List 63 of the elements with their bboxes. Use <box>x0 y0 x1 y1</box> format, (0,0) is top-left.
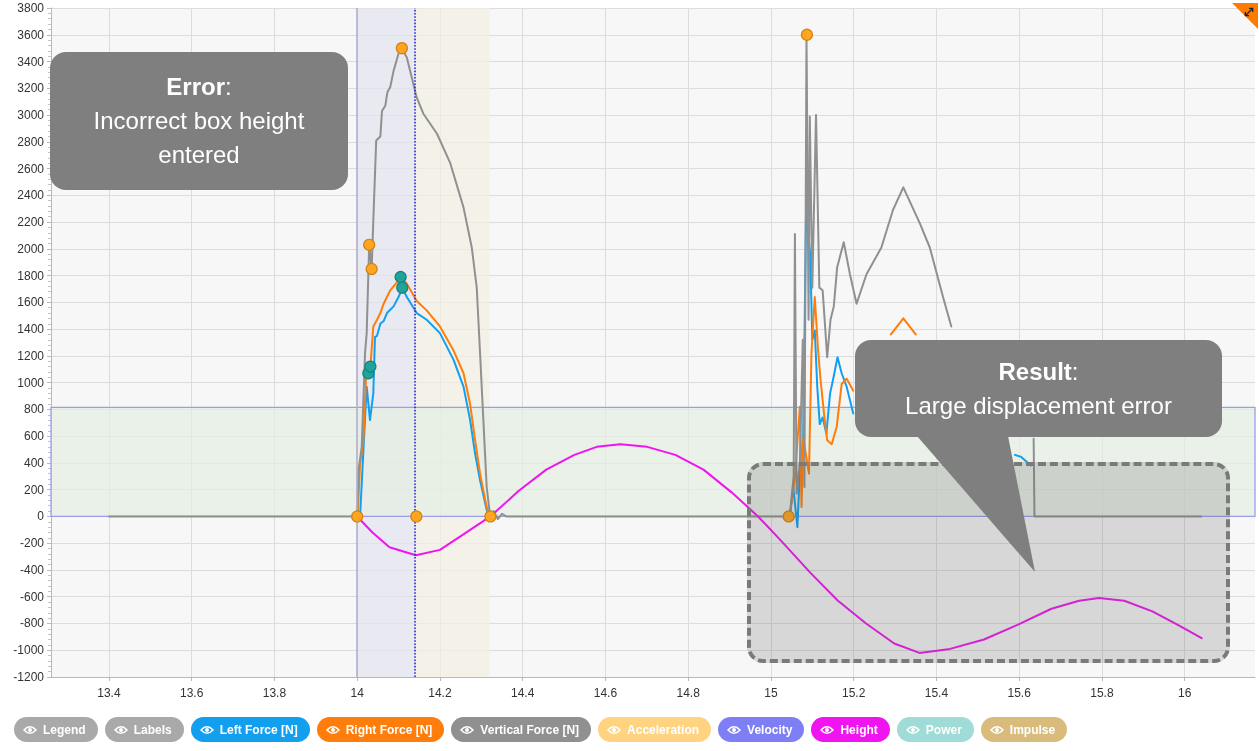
legend-label: Power <box>925 722 962 737</box>
y-tick-label: 2400 <box>17 188 45 203</box>
y-tick-label: -1200 <box>13 670 45 684</box>
y-tick-label: -200 <box>19 536 45 551</box>
x-tick-label: 15.2 <box>841 686 866 700</box>
y-tick-label: 3400 <box>17 54 45 69</box>
point <box>363 238 376 251</box>
point <box>782 510 795 523</box>
y-tick-label: 3600 <box>17 27 45 42</box>
y-tick-label: 3800 <box>17 1 45 15</box>
point <box>396 281 409 294</box>
y-tick-label: 3200 <box>17 81 45 96</box>
y-tick-label: 1600 <box>17 295 45 310</box>
text: Height <box>840 722 878 737</box>
y-tick-label: 1800 <box>17 268 45 283</box>
toggle-button: Labels <box>104 717 184 742</box>
x-tick-label: 14.8 <box>676 686 701 700</box>
y-tick-label: 2200 <box>17 215 45 230</box>
point <box>395 42 408 55</box>
point <box>484 510 497 523</box>
point <box>410 510 423 523</box>
y-tick-label: 3000 <box>17 108 45 123</box>
x-tick-label: 14.6 <box>593 686 618 700</box>
annotation: Result: Large displacement error <box>905 356 1172 421</box>
x-tick-label: 15 <box>764 686 778 700</box>
text: Left Force [N] <box>219 722 298 737</box>
y-tick-label: -800 <box>19 616 45 631</box>
x-tick-label: 15.8 <box>1090 686 1114 700</box>
y-tick-label: 2800 <box>17 134 45 149</box>
text: Right Force [N] <box>345 722 433 737</box>
point <box>800 28 814 41</box>
y-tick-label: 600 <box>23 429 45 444</box>
legend-label: Impulse <box>1009 722 1056 737</box>
x-tick-label: 14.2 <box>428 686 452 700</box>
point <box>351 510 364 523</box>
point <box>394 270 407 284</box>
x-tick-label: 14.4 <box>510 686 535 700</box>
y-tick-label: 800 <box>23 402 45 417</box>
annotation: Error: Incorrect box height entered <box>92 72 306 170</box>
x-tick-label: 15.6 <box>1007 686 1032 700</box>
point <box>365 262 378 276</box>
text: Vertical Force [N] <box>480 722 580 737</box>
y-tick-label: 0 <box>37 509 45 524</box>
point <box>364 360 377 373</box>
y-tick-label: 2600 <box>17 161 45 176</box>
legend-label: Velocity <box>747 722 793 737</box>
y-tick-label: 2000 <box>17 241 45 256</box>
y-tick-label: 400 <box>23 455 45 470</box>
y-tick-label: 1200 <box>17 348 45 363</box>
x-tick-label: 15.4 <box>924 686 949 700</box>
x-tick-label: 16 <box>1177 686 1192 700</box>
x-tick-label: 13.6 <box>179 686 204 700</box>
y-tick-label: 200 <box>23 482 45 497</box>
y-tick-label: 1400 <box>17 322 45 337</box>
x-tick-label: 13.8 <box>262 686 287 700</box>
toggle-button: Legend <box>14 717 98 742</box>
x-tick-label: 13.4 <box>97 686 121 700</box>
x-tick-label: 14 <box>350 686 365 700</box>
legend-label: Acceleration <box>627 722 700 737</box>
y-tick-label: -400 <box>19 562 45 577</box>
y-tick-label: -1000 <box>13 643 45 658</box>
y-tick-label: 1000 <box>17 375 45 390</box>
y-tick-label: -600 <box>19 589 45 604</box>
